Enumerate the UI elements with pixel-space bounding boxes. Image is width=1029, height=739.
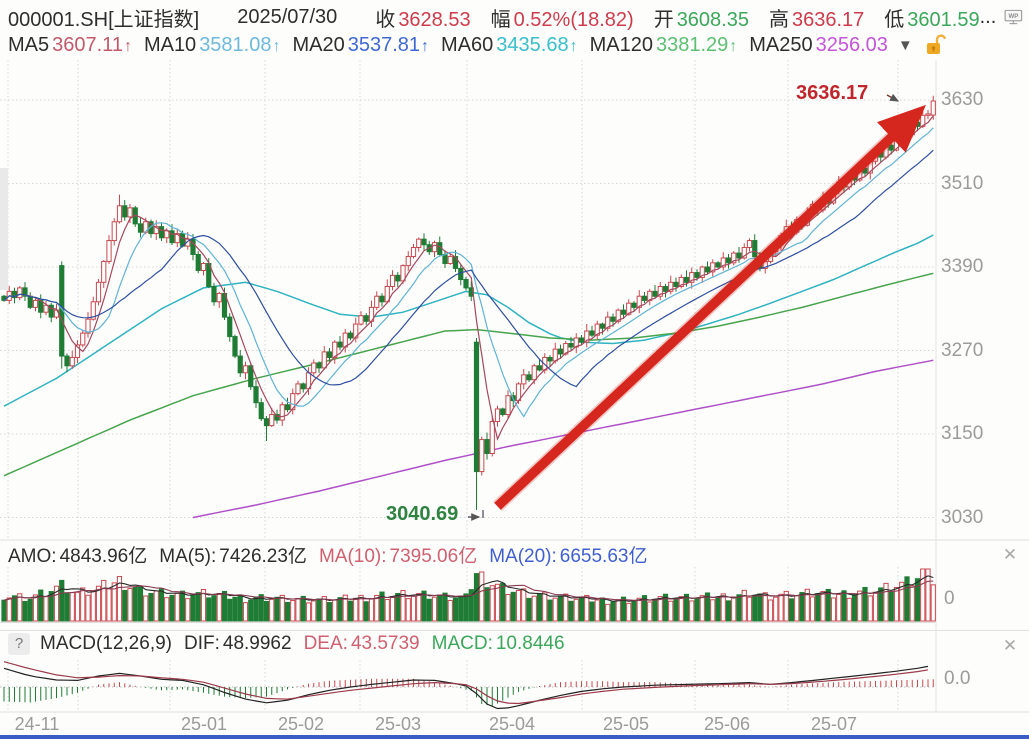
x-axis-label: 24-11: [14, 714, 60, 734]
x-axis-label: 25-04: [488, 714, 536, 734]
open-pair: 开 3608.35: [653, 8, 749, 31]
help-icon[interactable]: ?: [8, 633, 30, 655]
close-icon-amo-pane[interactable]: ✕: [1002, 545, 1018, 564]
y-axis-label: 3030: [941, 506, 984, 528]
y-axis-label: 3390: [941, 256, 984, 277]
y-axis-label: 3150: [941, 423, 984, 444]
amo-ma5-pair: MA(5): 7426.23亿: [159, 545, 307, 567]
ma-legend-row: MA5 3607.11↑ MA10 3581.08↑ MA20 3537.81↑ MA…: [8, 31, 1023, 59]
ma120-legend: MA120 3381.29↑: [589, 33, 738, 56]
high-value: 3636.17: [791, 8, 865, 31]
wp-watermark-logo: WP: [1004, 9, 1023, 25]
ma5-legend: MA5 3607.11↑: [8, 33, 132, 56]
ma-line-ma250: [192, 359, 934, 519]
volume-zero-label: 0: [944, 588, 955, 609]
close-value: 3628.53: [398, 8, 471, 31]
x-axis-label: 25-03: [374, 714, 422, 734]
symbol-title: 000001.SH[上证指数]: [8, 8, 200, 31]
volume-bars: [1, 568, 936, 622]
x-axis-label: 25-05: [602, 714, 650, 734]
dif-pair: DIF: 48.9962: [184, 633, 292, 654]
change-value: 0.52%(18.82): [513, 8, 634, 31]
high-annotation-pointer: [886, 93, 900, 102]
low-value: 3601.59: [907, 8, 980, 31]
macd-title: MACD(12,26,9): [40, 633, 172, 654]
amo-ma20-pair: MA(20): 6655.63亿: [489, 545, 648, 567]
high-price-annotation: 3636.17: [796, 82, 869, 104]
candles: [1, 95, 936, 511]
svg-text:WP: WP: [1009, 14, 1019, 20]
high-pair: 高 3636.17: [768, 8, 865, 31]
ma-line-ma10: [3, 127, 934, 418]
amo-pane-header: AMO: 4843.96亿 MA(5): 7426.23亿 MA(10): 7395.…: [8, 542, 648, 567]
y-axis-label: 3630: [941, 89, 984, 110]
ma-line-ma120: [3, 272, 934, 477]
y-axis-label: 3510: [941, 172, 984, 194]
ma250-legend: MA250 3256.03: [749, 33, 888, 56]
ma-line-ma20: [3, 149, 934, 388]
bottom-accent-bar: [0, 735, 1029, 739]
low-pair: 低 3601.59: [884, 8, 980, 31]
chevron-down-icon[interactable]: ▼: [897, 36, 913, 54]
ma-line-ma5: [3, 115, 934, 441]
more-ellipsis[interactable]: ...: [979, 5, 997, 28]
macd-pair: MACD: 10.8446: [431, 633, 565, 654]
ma20-legend: MA20 3537.81↑: [292, 33, 430, 56]
macd-zero-label: 0.0: [944, 668, 971, 689]
ma60-legend: MA60 3435.68↑: [441, 33, 578, 56]
y-axis-label: 3270: [941, 339, 984, 361]
macd-dea-line: [3, 661, 929, 705]
amo-ma10-pair: MA(10): 7395.06亿: [318, 545, 478, 567]
volume-ma-line-10: [3, 580, 934, 602]
close-icon-macd-pane[interactable]: ✕: [1002, 636, 1018, 655]
change-pair: 幅 0.52%(18.82): [490, 8, 634, 31]
quote-header: 000001.SH[上证指数] 2025/07/30 收 3628.53 幅 0.5…: [8, 3, 1023, 31]
x-axis-label: 25-06: [703, 714, 751, 734]
trend-arrow: [494, 104, 926, 510]
ma10-legend: MA10 3581.08↑: [143, 33, 281, 56]
amo-pair: AMO: 4843.96亿: [8, 545, 148, 567]
unlock-icon[interactable]: [923, 33, 947, 57]
open-value: 3608.35: [676, 8, 749, 31]
macd-plot: [3, 661, 934, 710]
low-price-annotation: 3040.69: [386, 503, 459, 525]
x-axis-label: 25-07: [810, 714, 858, 734]
gridlines: [0, 60, 1029, 713]
x-axis-label: 25-01: [180, 714, 228, 734]
close-pair: 收 3628.53: [375, 8, 471, 31]
ma-line-ma60: [3, 234, 934, 407]
macd-pane-header: ? MACD(12,26,9) DIF: 48.9962 DEA: 43.5739 …: [8, 632, 565, 656]
left-edge-fragment: [0, 168, 8, 290]
x-axis-label: 25-02: [277, 714, 325, 734]
dea-pair: DEA: 43.5739: [303, 633, 420, 654]
main-price-plot: [1, 95, 936, 519]
quote-date: 2025/07/30: [237, 5, 338, 28]
